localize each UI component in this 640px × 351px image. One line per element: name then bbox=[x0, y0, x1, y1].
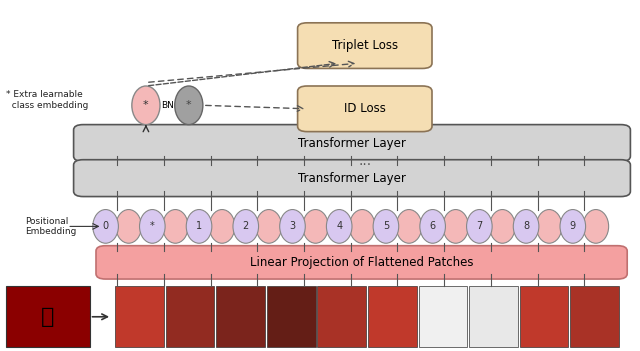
Text: 3: 3 bbox=[289, 221, 296, 231]
Ellipse shape bbox=[116, 210, 141, 243]
Text: Transformer Layer: Transformer Layer bbox=[298, 137, 406, 150]
Ellipse shape bbox=[583, 210, 609, 243]
Text: Linear Projection of Flattened Patches: Linear Projection of Flattened Patches bbox=[250, 256, 474, 269]
Ellipse shape bbox=[256, 210, 282, 243]
Ellipse shape bbox=[420, 210, 445, 243]
Ellipse shape bbox=[536, 210, 562, 243]
Text: *: * bbox=[186, 100, 191, 110]
FancyBboxPatch shape bbox=[469, 286, 518, 347]
FancyBboxPatch shape bbox=[520, 286, 568, 347]
Text: 8: 8 bbox=[523, 221, 529, 231]
Ellipse shape bbox=[560, 210, 586, 243]
Text: 🚗: 🚗 bbox=[42, 307, 54, 327]
Text: ...: ... bbox=[358, 154, 371, 167]
Text: *: * bbox=[143, 100, 148, 110]
Ellipse shape bbox=[396, 210, 422, 243]
Ellipse shape bbox=[280, 210, 305, 243]
Ellipse shape bbox=[233, 210, 259, 243]
Text: 7: 7 bbox=[476, 221, 483, 231]
Ellipse shape bbox=[93, 210, 118, 243]
Ellipse shape bbox=[175, 86, 203, 125]
Ellipse shape bbox=[186, 210, 212, 243]
Text: *: * bbox=[150, 221, 155, 231]
Text: 0: 0 bbox=[102, 221, 109, 231]
Ellipse shape bbox=[513, 210, 539, 243]
Text: 6: 6 bbox=[429, 221, 436, 231]
FancyBboxPatch shape bbox=[96, 246, 627, 279]
FancyBboxPatch shape bbox=[298, 86, 432, 132]
Ellipse shape bbox=[490, 210, 515, 243]
FancyBboxPatch shape bbox=[419, 286, 467, 347]
Text: * Extra learnable
  class embedding: * Extra learnable class embedding bbox=[6, 90, 89, 110]
Ellipse shape bbox=[163, 210, 188, 243]
Text: 1: 1 bbox=[196, 221, 202, 231]
Ellipse shape bbox=[373, 210, 399, 243]
Text: Positional
Embedding: Positional Embedding bbox=[26, 217, 77, 236]
FancyBboxPatch shape bbox=[6, 286, 90, 347]
Text: 2: 2 bbox=[243, 221, 249, 231]
Ellipse shape bbox=[443, 210, 468, 243]
Text: 9: 9 bbox=[570, 221, 576, 231]
Ellipse shape bbox=[467, 210, 492, 243]
Ellipse shape bbox=[140, 210, 165, 243]
FancyBboxPatch shape bbox=[298, 23, 432, 68]
Ellipse shape bbox=[209, 210, 235, 243]
Ellipse shape bbox=[326, 210, 352, 243]
FancyBboxPatch shape bbox=[74, 160, 630, 197]
Ellipse shape bbox=[303, 210, 328, 243]
Text: Transformer Layer: Transformer Layer bbox=[298, 172, 406, 185]
Text: BN: BN bbox=[161, 101, 174, 110]
Text: ID Loss: ID Loss bbox=[344, 102, 386, 115]
FancyBboxPatch shape bbox=[368, 286, 417, 347]
Text: 4: 4 bbox=[336, 221, 342, 231]
FancyBboxPatch shape bbox=[216, 286, 265, 347]
FancyBboxPatch shape bbox=[570, 286, 619, 347]
Ellipse shape bbox=[349, 210, 375, 243]
FancyBboxPatch shape bbox=[166, 286, 214, 347]
FancyBboxPatch shape bbox=[317, 286, 366, 347]
FancyBboxPatch shape bbox=[267, 286, 316, 347]
FancyBboxPatch shape bbox=[115, 286, 164, 347]
Ellipse shape bbox=[132, 86, 160, 125]
FancyBboxPatch shape bbox=[74, 125, 630, 161]
Text: 5: 5 bbox=[383, 221, 389, 231]
Text: Triplet Loss: Triplet Loss bbox=[332, 39, 398, 52]
